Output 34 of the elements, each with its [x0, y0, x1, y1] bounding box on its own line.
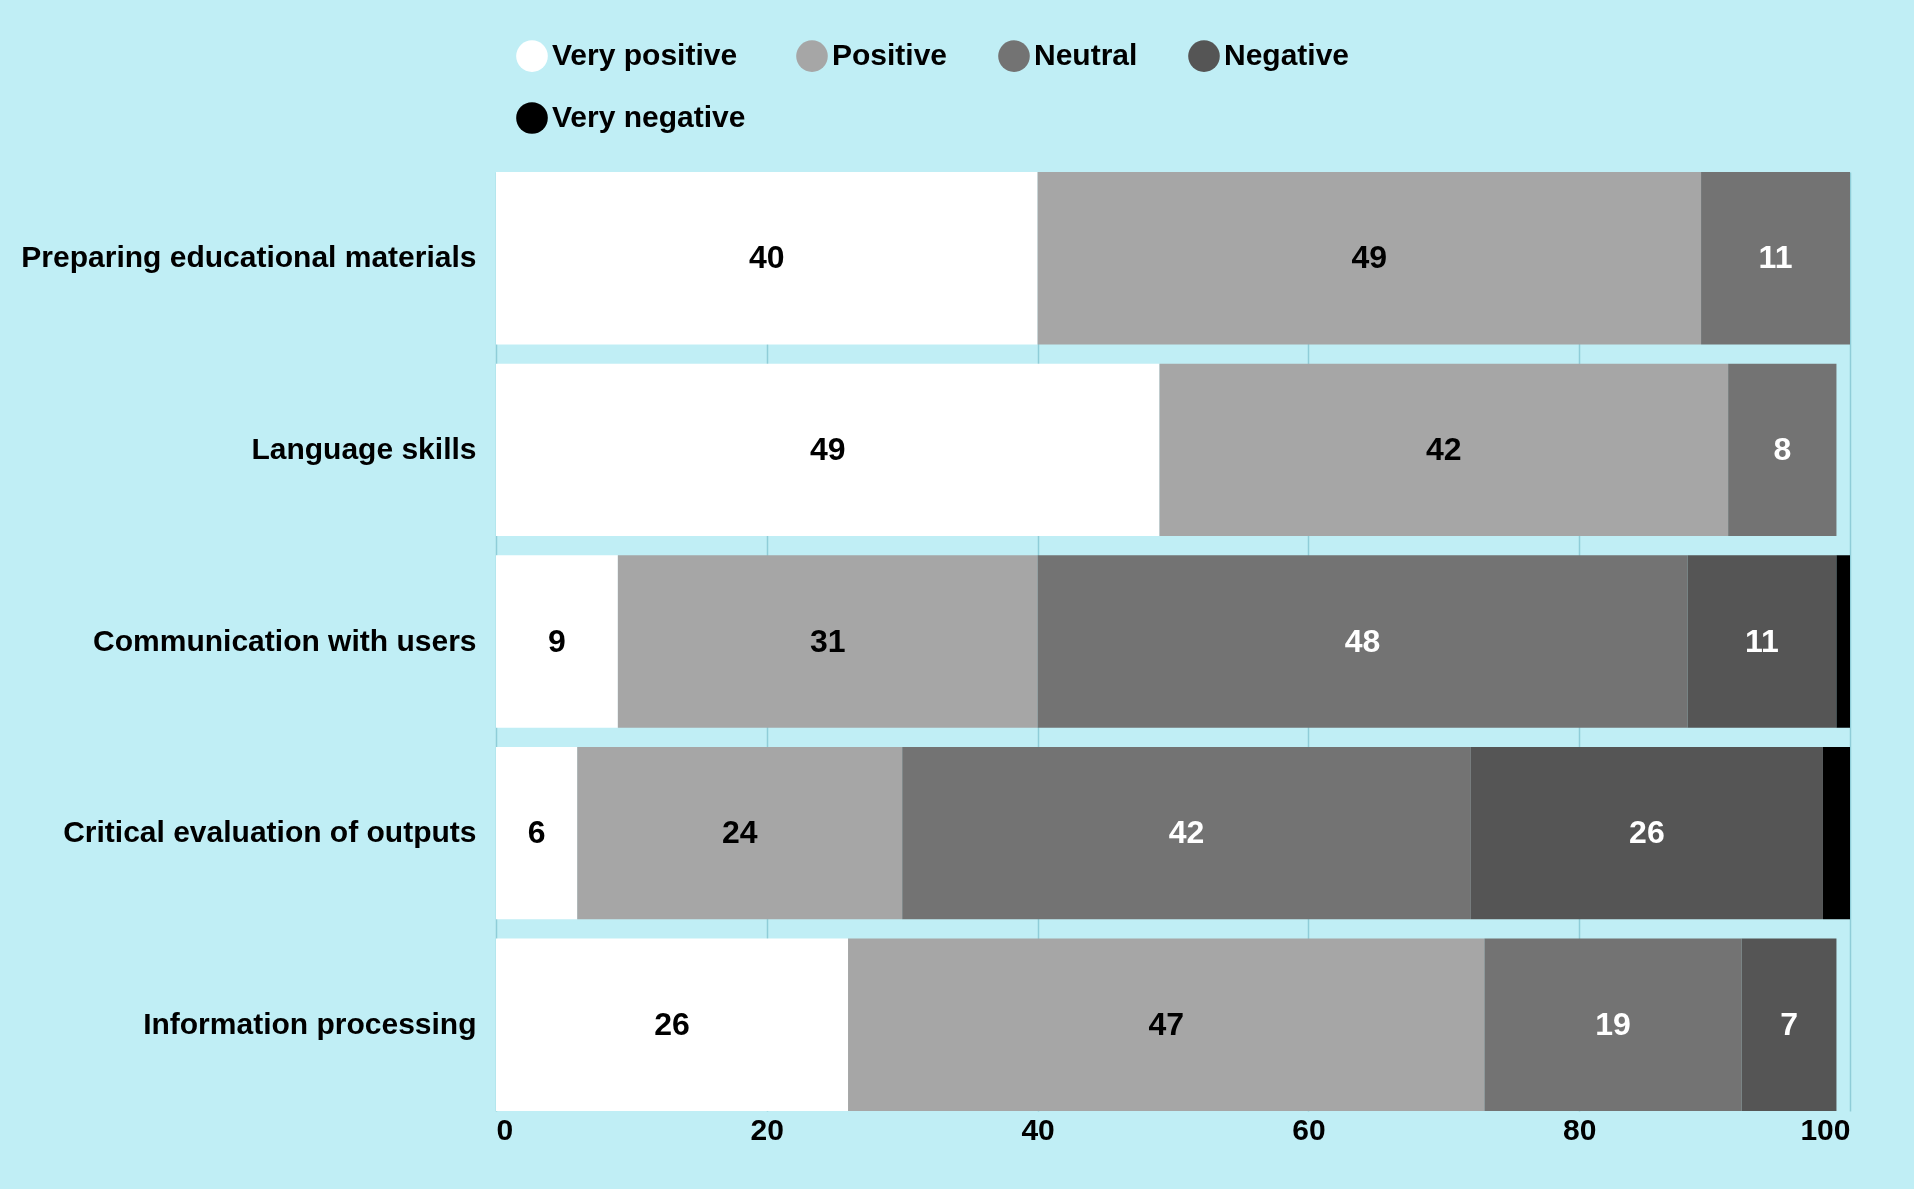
x-tick-label: 80 [1563, 1112, 1597, 1146]
data-label: 19 [1595, 1005, 1631, 1042]
data-label: 49 [1351, 239, 1388, 276]
legend-label: Very positive [552, 38, 738, 72]
data-label: 49 [809, 430, 846, 467]
data-label: 40 [749, 239, 785, 276]
legend-label: Very negative [552, 100, 746, 133]
y-tick-label: Language skills [251, 431, 477, 465]
data-label: 42 [1168, 814, 1205, 851]
data-label: 47 [1148, 1005, 1185, 1042]
data-label: 26 [1629, 814, 1665, 851]
data-label: 48 [1344, 622, 1381, 659]
y-tick-label: Information processing [143, 1006, 477, 1040]
y-tick-label: Critical evaluation of outputs [63, 815, 477, 849]
data-label: 24 [721, 814, 758, 851]
x-tick-label: 40 [1021, 1112, 1055, 1146]
data-label: 11 [1758, 239, 1793, 276]
legend-label: Negative [1224, 38, 1350, 72]
data-label: 42 [1426, 430, 1462, 467]
x-tick-label: 20 [750, 1112, 784, 1146]
x-tick-label: 60 [1292, 1112, 1326, 1146]
data-label: 8 [1773, 430, 1792, 467]
data-label: 9 [548, 622, 566, 659]
data-label: 26 [654, 1005, 690, 1042]
x-tick-label: 0 [496, 1112, 514, 1146]
y-tick-label: Communication with users [93, 623, 477, 657]
legend-label: Positive [832, 38, 948, 72]
x-tick-label: 100 [1800, 1112, 1851, 1146]
legend-label: Neutral [1034, 38, 1138, 72]
y-tick-label: Preparing educational materials [21, 240, 477, 274]
data-label: 7 [1780, 1005, 1798, 1042]
data-label: 11 [1745, 622, 1779, 659]
data-label: 6 [527, 814, 546, 851]
data-label: 31 [809, 622, 846, 659]
